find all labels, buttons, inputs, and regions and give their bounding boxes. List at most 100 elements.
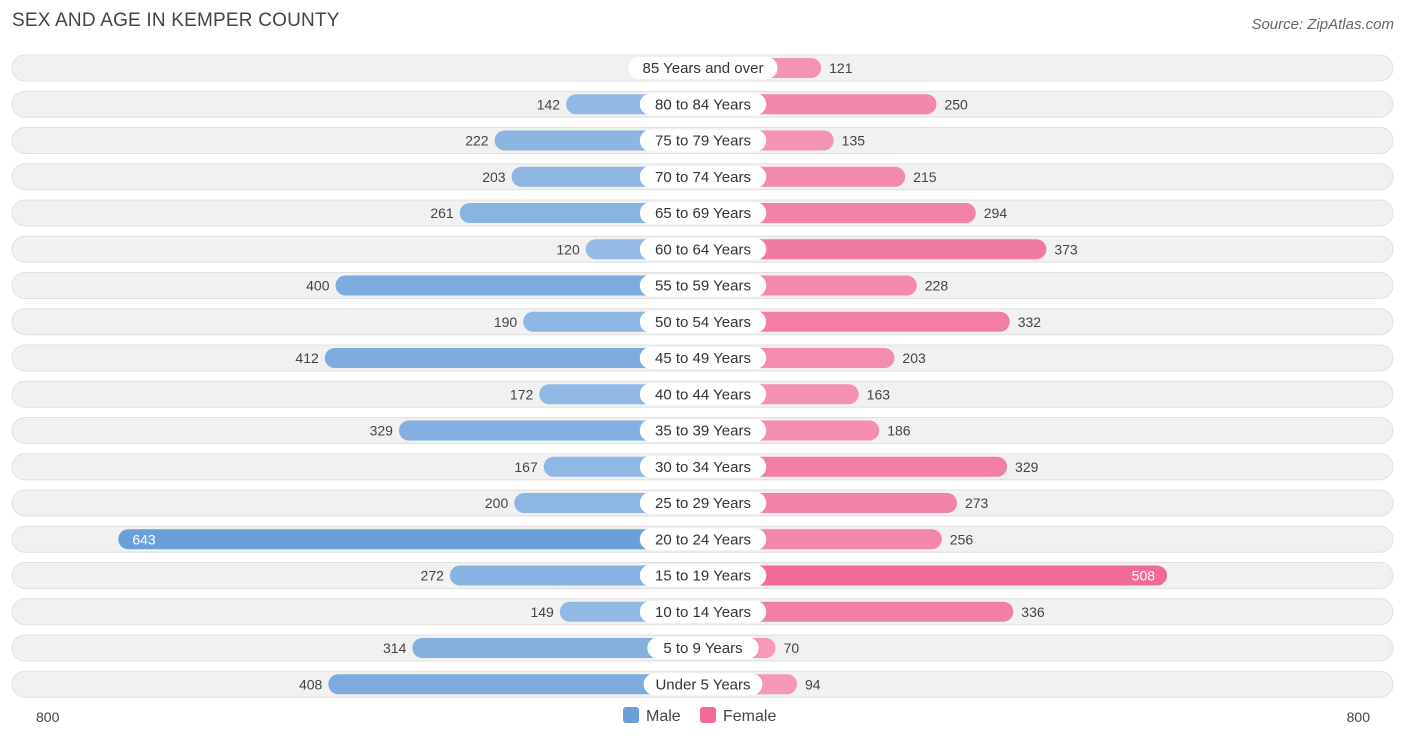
category-label: 30 to 34 Years [655,459,751,476]
bar-female [703,601,1014,622]
category-pill [647,637,759,659]
category-label: Under 5 Years [655,676,750,693]
chart-row: 261 294 65 to 69 Years [11,199,1394,227]
category-pill [639,274,767,297]
bar-female [703,493,957,513]
bar-female [703,239,1047,260]
chart-row: 400 228 55 to 59 Years [11,272,1394,299]
bar-male [398,420,703,441]
value-label-male: 167 [514,459,538,475]
legend-male-label: Male [646,708,681,725]
chart-row: 167 329 30 to 34 Years [11,453,1394,481]
value-label-female: 250 [944,96,968,112]
value-label-male: 314 [383,640,407,656]
category-label: 20 to 24 Years [655,531,751,548]
chart-title: SEX AND AGE IN KEMPER COUNTY [12,10,340,31]
value-label-male: 203 [482,169,506,185]
value-label-male: 190 [494,314,518,330]
category-label: 50 to 54 Years [655,314,751,331]
value-label-female: 70 [784,640,800,656]
chart-row: 142 250 80 to 84 Years [11,90,1394,118]
value-label-male: 222 [465,133,489,149]
category-pill [639,129,767,152]
category-pill [639,238,767,261]
category-pill [639,492,767,514]
chart-row: 190 332 50 to 54 Years [11,308,1394,336]
category-pill [639,202,767,224]
category-label: 70 to 74 Years [655,169,751,186]
category-pill [639,93,767,116]
category-pill [639,310,767,333]
axis-tick-right: 800 [1347,709,1371,725]
category-pill [639,455,767,478]
value-label-female: 332 [1018,314,1042,330]
category-pill [639,347,767,369]
value-label-male: 149 [530,604,554,620]
category-pill [639,600,767,623]
value-label-male: 329 [370,423,394,439]
category-label: 75 to 79 Years [655,133,751,150]
value-label-male: 412 [295,350,319,366]
category-label: 85 Years and over [643,60,764,77]
value-label-female: 294 [984,205,1008,221]
bar-female [703,565,1168,586]
value-label-male: 400 [306,278,330,294]
axis-tick-left: 800 [36,709,60,725]
value-label-female: 256 [950,531,974,547]
chart-row: 643 256 20 to 24 Years [11,525,1394,553]
value-label-female: 203 [902,350,926,366]
chart-row: 329 186 35 to 39 Years [11,417,1394,444]
chart-row: 272 508 15 to 19 Years [11,562,1394,589]
bar-male [328,674,703,695]
value-label-female: 135 [842,133,866,149]
value-label-male: 408 [299,676,323,692]
bar-male [335,275,703,296]
value-label-female: 373 [1054,241,1078,257]
value-label-male: 172 [510,386,534,402]
chart-row: 314 70 5 to 9 Years [11,634,1394,662]
value-label-female: 163 [867,386,891,402]
legend: Male Female [623,707,776,725]
value-label-male: 200 [485,495,509,511]
value-label-female: 215 [913,169,937,185]
category-pill [639,419,767,442]
value-label-male: 261 [430,205,454,221]
bar-male [324,348,703,368]
bar-male [412,638,703,658]
value-label-male: 643 [132,531,156,547]
chart-row: 172 163 40 to 44 Years [11,380,1394,408]
value-label-female: 228 [925,278,949,294]
category-pill [643,673,763,696]
category-pill [639,383,767,406]
value-label-male: 142 [537,96,561,112]
category-label: 25 to 29 Years [655,495,751,512]
bar-female [703,311,1010,332]
chart-row: 200 273 25 to 29 Years [11,489,1394,517]
category-label: 55 to 59 Years [655,278,751,295]
category-pill [639,564,767,587]
value-label-female: 121 [829,60,853,76]
category-label: 15 to 19 Years [655,568,751,585]
category-label: 80 to 84 Years [655,96,751,113]
legend-female-swatch [700,707,716,723]
category-label: 5 to 9 Years [663,640,742,657]
value-label-female: 186 [887,423,911,439]
chart-row: 149 336 10 to 14 Years [11,598,1394,626]
value-label-female: 329 [1015,459,1039,475]
value-label-female: 336 [1021,604,1045,620]
category-label: 10 to 14 Years [655,604,751,621]
value-label-male: 120 [556,241,580,257]
chart-row: 203 215 70 to 74 Years [11,163,1394,191]
legend-male-swatch [623,707,639,723]
category-label: 45 to 49 Years [655,350,751,367]
category-pill [628,57,778,79]
category-label: 65 to 69 Years [655,205,751,222]
category-label: 35 to 39 Years [655,423,751,440]
bar-male [118,529,704,550]
chart-source: Source: ZipAtlas.com [1251,16,1394,33]
chart-row: 408 94 Under 5 Years [11,670,1394,698]
bar-male [449,565,703,586]
category-pill [639,165,767,188]
category-label: 40 to 44 Years [655,386,751,403]
